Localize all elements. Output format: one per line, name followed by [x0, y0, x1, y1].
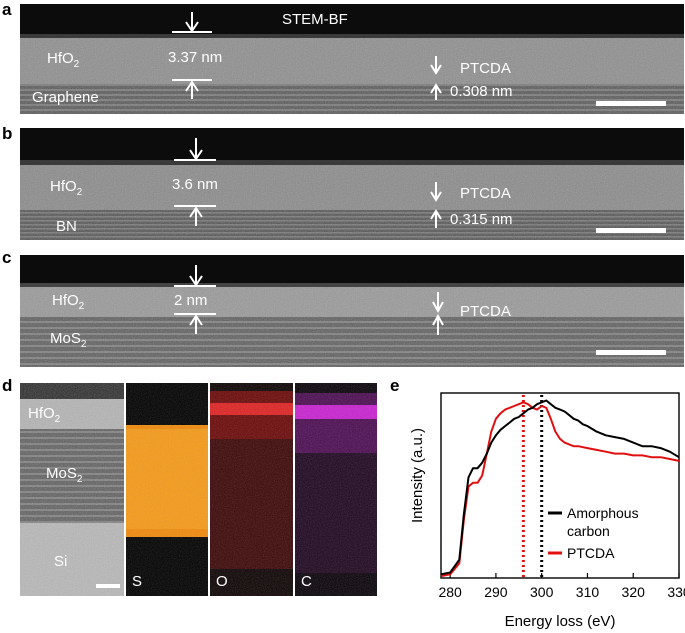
panel-b-layer-text: HfO	[50, 178, 77, 195]
tem-texture-c	[20, 255, 684, 367]
map-c-texture	[295, 383, 377, 596]
panel-c-layer-text: HfO	[52, 292, 79, 309]
haadf-texture	[20, 383, 124, 596]
tem-image-a: STEM-BF HfO2 3.37 nm PTCDA 0.308 nm Grap…	[20, 4, 684, 114]
plot-frame	[440, 392, 680, 579]
map-o-label: O	[216, 573, 228, 590]
panel-a-layer-label: HfO2	[47, 50, 79, 70]
panel-c-substrate-label: MoS2	[50, 330, 86, 350]
panel-c-arrows	[174, 265, 444, 335]
panel-b-layer-label: HfO2	[50, 178, 82, 198]
panel-a-molecule: PTCDA	[460, 60, 511, 77]
tem-texture-b	[20, 128, 684, 240]
map-s-label: S	[132, 573, 143, 590]
panel-c-molecule: PTCDA	[460, 303, 511, 320]
panel-a-arrows	[172, 12, 442, 100]
panel-label-d: d	[2, 376, 13, 395]
series-line-ptcda	[440, 401, 680, 578]
panel-c-scale-bar	[596, 350, 666, 355]
panel-d-layer-text: HfO	[28, 405, 55, 422]
x-axis-title: Energy loss (eV)	[505, 613, 616, 630]
panel-a-layer-sub: 2	[73, 59, 80, 70]
panel-c-layer-label: HfO2	[52, 292, 84, 312]
panel-a-spacing: 0.308 nm	[450, 83, 513, 100]
tem-texture-a	[20, 4, 684, 114]
x-tick-label: 330	[667, 584, 685, 600]
panel-d-scale-bar	[96, 584, 120, 588]
x-tick-label: 280	[438, 584, 462, 600]
panel-b-substrate: BN	[56, 218, 77, 235]
eels-map-s: S	[126, 383, 208, 596]
x-tick-label: 320	[622, 584, 646, 600]
panel-d-middle-sub: 2	[76, 474, 83, 485]
panel-a-measure: 3.37 nm	[168, 49, 223, 66]
panel-d-middle-label: MoS2	[46, 465, 82, 485]
x-tick-label: 310	[576, 584, 600, 600]
panel-c-substrate-sub: 2	[80, 339, 87, 350]
panel-b-arrows	[174, 138, 442, 228]
x-tick-label: 290	[484, 584, 508, 600]
panel-b-measure: 3.6 nm	[172, 176, 218, 193]
panel-b-scale-bar	[596, 228, 666, 233]
panel-label-e: e	[390, 376, 400, 395]
panel-b-molecule: PTCDA	[460, 185, 511, 202]
panel-a-layer-text: HfO	[47, 50, 74, 67]
panel-label-c: c	[2, 248, 12, 267]
panel-b-layer-sub: 2	[76, 187, 83, 198]
tem-image-b: HfO2 3.6 nm PTCDA 0.315 nm BN	[20, 128, 684, 240]
eels-chart: 280 290 300 310 320 330 Energy loss (eV) Intens…	[409, 392, 685, 630]
legend-label: carbon	[567, 523, 610, 539]
panel-c-layer-sub: 2	[78, 301, 85, 312]
panel-d-layer-sub: 2	[54, 414, 61, 425]
map-c-label: C	[301, 573, 312, 590]
y-axis-title: Intensity (a.u.)	[409, 428, 426, 523]
panel-a-title: STEM-BF	[282, 11, 348, 28]
panel-a-substrate: Graphene	[32, 89, 99, 106]
map-o-texture	[210, 383, 293, 596]
eels-map-c: C	[295, 383, 377, 596]
tem-image-c: HfO2 2 nm PTCDA MoS2	[20, 255, 684, 367]
panel-c-measure: 2 nm	[174, 292, 208, 309]
eels-haadf-image: HfO2 MoS2 Si	[20, 383, 124, 596]
panel-b-spacing: 0.315 nm	[450, 211, 513, 228]
panel-label-b: b	[2, 124, 13, 143]
x-tick-label: 300	[530, 584, 554, 600]
panel-c-substrate-text: MoS	[50, 330, 81, 347]
panel-label-a: a	[2, 0, 12, 19]
panel-a-scale-bar	[596, 101, 666, 106]
map-s-texture	[126, 383, 208, 596]
panel-d-bottom-label: Si	[54, 553, 68, 570]
panel-d-middle-text: MoS	[46, 465, 77, 482]
series-line-amorphous-carbon	[440, 399, 680, 576]
eels-map-o: O	[210, 383, 293, 596]
legend-label: Amorphous	[567, 505, 639, 521]
panel-d-layer-label: HfO2	[28, 405, 60, 425]
legend-label: PTCDA	[567, 545, 615, 561]
